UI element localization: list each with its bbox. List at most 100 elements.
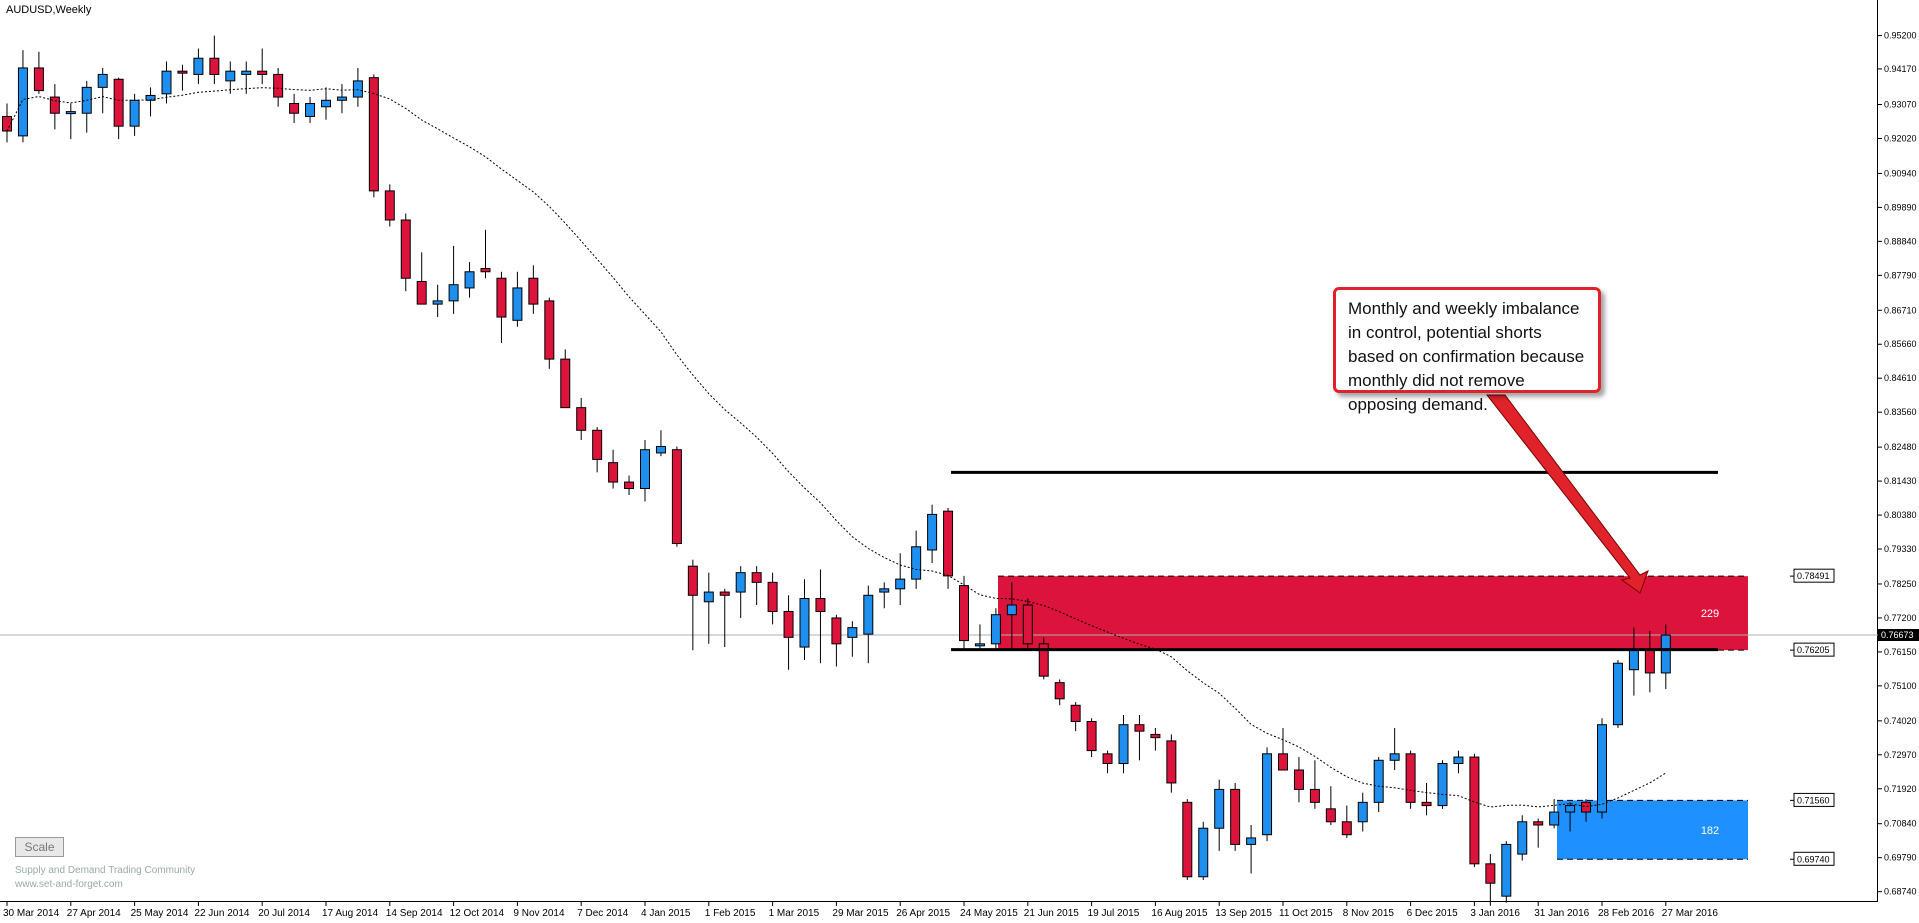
candle[interactable] bbox=[1373, 757, 1384, 813]
candle[interactable] bbox=[703, 572, 714, 644]
candle[interactable] bbox=[97, 67, 108, 114]
candle[interactable] bbox=[799, 579, 810, 660]
candle[interactable] bbox=[321, 87, 331, 120]
candle[interactable] bbox=[783, 595, 794, 670]
candle[interactable] bbox=[81, 80, 92, 133]
scale-button[interactable]: Scale bbox=[15, 837, 64, 857]
candle[interactable] bbox=[432, 284, 443, 318]
candle[interactable] bbox=[1581, 799, 1592, 822]
candle[interactable] bbox=[1134, 715, 1145, 761]
candle[interactable] bbox=[193, 48, 204, 85]
candle[interactable] bbox=[464, 262, 475, 298]
candle[interactable] bbox=[1246, 825, 1257, 874]
candle[interactable] bbox=[879, 582, 890, 609]
candle[interactable] bbox=[1517, 815, 1528, 861]
candle[interactable] bbox=[1453, 750, 1464, 774]
candle[interactable] bbox=[815, 569, 826, 664]
candle[interactable] bbox=[1309, 760, 1320, 809]
candle[interactable] bbox=[1469, 753, 1480, 868]
candle[interactable] bbox=[640, 440, 650, 502]
candle[interactable] bbox=[1070, 702, 1081, 732]
candle[interactable] bbox=[496, 271, 507, 343]
candle[interactable] bbox=[974, 624, 985, 651]
candle[interactable] bbox=[560, 349, 571, 409]
candle[interactable] bbox=[1118, 715, 1129, 774]
candle[interactable] bbox=[1660, 624, 1671, 690]
candle[interactable] bbox=[576, 397, 587, 440]
candle[interactable] bbox=[1038, 637, 1049, 680]
candle[interactable] bbox=[448, 245, 459, 314]
candle[interactable] bbox=[544, 297, 555, 369]
candle[interactable] bbox=[735, 566, 746, 618]
annotation-callout[interactable]: Monthly and weekly imbalance in control,… bbox=[1333, 287, 1601, 414]
candle[interactable] bbox=[33, 51, 44, 94]
candle[interactable] bbox=[161, 61, 172, 104]
candle[interactable] bbox=[592, 427, 603, 473]
candle[interactable] bbox=[1022, 598, 1033, 651]
candle[interactable] bbox=[145, 87, 156, 117]
candle[interactable] bbox=[1198, 821, 1209, 880]
candle[interactable] bbox=[1278, 727, 1288, 771]
candle[interactable] bbox=[1214, 779, 1225, 851]
candle[interactable] bbox=[209, 35, 220, 85]
candle[interactable] bbox=[336, 84, 347, 114]
candle[interactable] bbox=[1437, 760, 1448, 809]
candle[interactable] bbox=[1597, 718, 1607, 819]
plot-area[interactable] bbox=[0, 0, 1878, 902]
candle[interactable] bbox=[1230, 782, 1241, 851]
candle[interactable] bbox=[624, 475, 635, 495]
candle[interactable] bbox=[528, 265, 539, 314]
candle[interactable] bbox=[1262, 747, 1273, 842]
candle[interactable] bbox=[943, 507, 954, 589]
candle[interactable] bbox=[257, 48, 268, 85]
candle[interactable] bbox=[767, 572, 778, 625]
candle[interactable] bbox=[2, 103, 12, 143]
candle[interactable] bbox=[289, 93, 300, 123]
candle[interactable] bbox=[49, 84, 60, 130]
candle[interactable] bbox=[1166, 734, 1177, 793]
candle[interactable] bbox=[1405, 750, 1416, 809]
candle[interactable] bbox=[608, 449, 619, 489]
candle[interactable] bbox=[1421, 782, 1432, 816]
candle[interactable] bbox=[671, 446, 682, 547]
candle[interactable] bbox=[416, 252, 427, 305]
candle[interactable] bbox=[1485, 854, 1496, 906]
candle[interactable] bbox=[927, 504, 938, 563]
candle[interactable] bbox=[719, 588, 730, 648]
candle[interactable] bbox=[959, 575, 969, 651]
candle[interactable] bbox=[1325, 786, 1336, 825]
candle[interactable] bbox=[655, 430, 666, 457]
candle[interactable] bbox=[1501, 841, 1512, 903]
candle[interactable] bbox=[17, 50, 28, 143]
candle[interactable] bbox=[990, 608, 1001, 651]
candle[interactable] bbox=[352, 67, 363, 107]
candle[interactable] bbox=[113, 77, 124, 140]
candle[interactable] bbox=[1293, 757, 1304, 803]
candle[interactable] bbox=[65, 103, 76, 140]
candle[interactable] bbox=[687, 559, 698, 651]
candle[interactable] bbox=[831, 614, 842, 667]
candle[interactable] bbox=[751, 566, 762, 605]
candle[interactable] bbox=[1086, 718, 1097, 758]
candle[interactable] bbox=[1341, 805, 1352, 838]
candle[interactable] bbox=[1357, 792, 1368, 832]
candle[interactable] bbox=[1102, 750, 1113, 774]
candle[interactable] bbox=[847, 621, 858, 657]
candle[interactable] bbox=[1150, 727, 1161, 751]
candle[interactable] bbox=[911, 530, 922, 589]
candle[interactable] bbox=[512, 271, 523, 327]
candle[interactable] bbox=[480, 229, 491, 279]
candle[interactable] bbox=[384, 184, 395, 227]
candle[interactable] bbox=[863, 585, 874, 664]
candle[interactable] bbox=[1006, 582, 1017, 651]
candle[interactable] bbox=[1054, 679, 1065, 706]
candle[interactable] bbox=[305, 97, 316, 123]
candle[interactable] bbox=[400, 213, 411, 292]
candle[interactable] bbox=[225, 61, 236, 94]
candle[interactable] bbox=[177, 64, 188, 91]
candle[interactable] bbox=[895, 553, 906, 605]
candle[interactable] bbox=[1182, 799, 1193, 880]
candle[interactable] bbox=[1549, 799, 1560, 829]
candle[interactable] bbox=[368, 74, 379, 198]
